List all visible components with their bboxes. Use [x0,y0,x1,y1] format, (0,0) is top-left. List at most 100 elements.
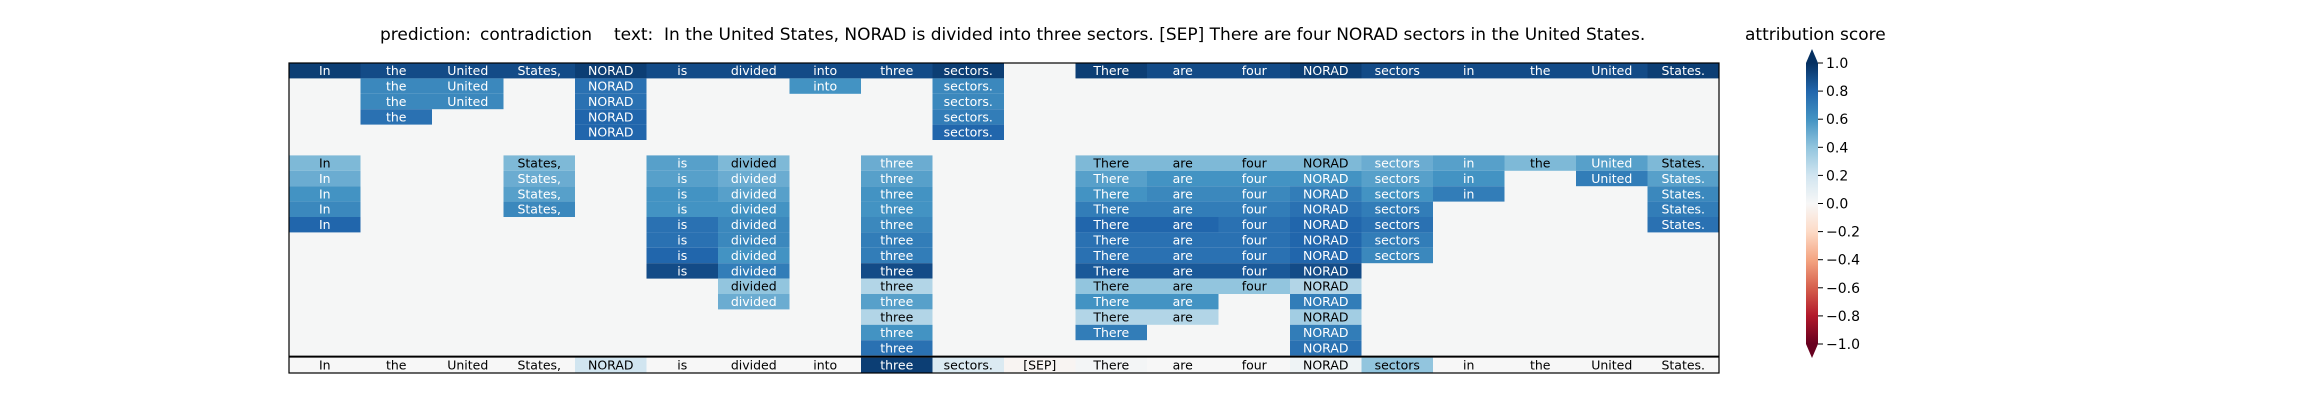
heatmap-cell [289,217,361,233]
heatmap-cell-label: four [1242,217,1268,232]
heatmap-cell-label: NORAD [1303,310,1349,325]
colorbar-tick-label: 0.2 [1826,168,1848,184]
heatmap-cell-label: is [677,263,687,278]
heatmap-cell-label: the [1530,156,1551,171]
heatmap-cell [1433,170,1505,187]
heatmap-cell [1075,186,1147,202]
heatmap-cell [1147,217,1219,233]
heatmap-cell-label: are [1173,63,1194,78]
summary-cell [289,357,361,373]
heatmap-cell-label: is [677,248,687,263]
heatmap-cell [1218,217,1290,233]
title-text-value: In the United States, NORAD is divided i… [664,25,1645,45]
heatmap-cell [360,93,432,110]
heatmap-cell-label: three [880,63,913,78]
heatmap-cell-label: the [386,109,407,124]
summary-cell [1361,357,1433,373]
heatmap-cell [1290,309,1362,325]
heatmap-cell-label: NORAD [1303,233,1349,248]
heatmap-cell [1504,155,1576,171]
heatmap-cell-label: There [1092,263,1129,278]
heatmap-cell-label: sectors [1375,63,1420,78]
heatmap-cell-label: sectors. [944,109,993,124]
title-prediction-label: prediction: [380,25,471,45]
heatmap-cell [1075,263,1147,279]
heatmap-cell [575,93,647,110]
heatmap-cell [718,232,790,248]
heatmap-cell [1147,278,1219,294]
heatmap-cell-label: three [880,156,913,171]
heatmap-cell [1218,155,1290,171]
heatmap-cell [861,340,933,356]
heatmap-cell [861,63,933,79]
heatmap-cell-label: NORAD [1303,171,1349,186]
heatmap-cell-label: States. [1661,186,1705,201]
heatmap-cell [1290,217,1362,233]
heatmap-cell-label: are [1173,233,1194,248]
heatmap-cell-label: States, [517,186,561,201]
heatmap-cell-label: There [1092,202,1129,217]
heatmap-cell [1290,186,1362,202]
heatmap-cell-label: States, [517,202,561,217]
heatmap-cell [503,201,575,217]
heatmap-cell-label: are [1173,217,1194,232]
heatmap-cell-label: NORAD [1303,248,1349,263]
heatmap-cell [503,155,575,171]
summary-cell-label: States. [1661,358,1705,373]
heatmap-cell-label: are [1173,279,1194,294]
heatmap-cell [861,186,933,202]
summary-cell-label: the [386,358,407,373]
summary-cell [1004,357,1076,373]
heatmap-cell-label: four [1242,279,1268,294]
heatmap-cell-label: divided [731,248,777,263]
heatmap-cell-label: three [880,186,913,201]
heatmap-cell [1576,170,1648,187]
summary-cell-label: four [1242,358,1268,373]
heatmap-cell [861,263,933,279]
colorbar-gradient [1806,63,1818,344]
summary-cell [1647,357,1719,373]
heatmap-cell-label: There [1092,186,1129,201]
summary-cell [1290,357,1362,373]
heatmap-cell [718,278,790,294]
heatmap-cell [575,78,647,94]
heatmap-cell [1147,201,1219,217]
heatmap-cell-label: NORAD [1303,202,1349,217]
heatmap-cell [646,63,718,79]
heatmap-cell-label: divided [731,279,777,294]
heatmap-cell [1361,155,1433,171]
heatmap-cell-label: States. [1661,63,1705,78]
summary-cell-label: In [319,358,331,373]
heatmap-cell-label: sectors [1375,171,1420,186]
heatmap-cell [289,201,361,217]
heatmap-cell [861,170,933,187]
heatmap-cell [932,93,1004,110]
heatmap-cell [1218,63,1290,79]
title-text-label: text: [614,25,653,45]
heatmap-cell-label: divided [731,233,777,248]
heatmap-cells: In the United States, NORAD is divided into thre… [289,63,1719,356]
summary-cell [575,357,647,373]
summary-cell-label: sectors [1375,358,1420,373]
heatmap-cell [1075,217,1147,233]
heatmap-cell-label: four [1242,202,1268,217]
summary-cell [1075,357,1147,373]
heatmap-cell-label: sectors. [944,63,993,78]
heatmap-cell-label: the [1530,63,1551,78]
heatmap-cell [1290,294,1362,310]
heatmap-cell [1361,201,1433,217]
heatmap-cell [861,324,933,341]
colorbar-ticks: 1.0 0.8 0.6 0.4 0.2 0.0 −0.2 −0.4 −0.6 −0.8 −1.0 [1818,56,1860,353]
title-prediction-value: contradiction [480,25,592,45]
heatmap-cell [1647,217,1719,233]
heatmap-cell [1147,294,1219,310]
colorbar-tick-label: 0.8 [1826,84,1848,100]
heatmap-cell-label: are [1173,171,1194,186]
summary-cell [718,357,790,373]
heatmap-cell [1290,155,1362,171]
heatmap-cell [1576,63,1648,79]
heatmap-cell-label: in [1463,186,1474,201]
heatmap-cell-label: is [677,217,687,232]
heatmap-cell [1075,201,1147,217]
